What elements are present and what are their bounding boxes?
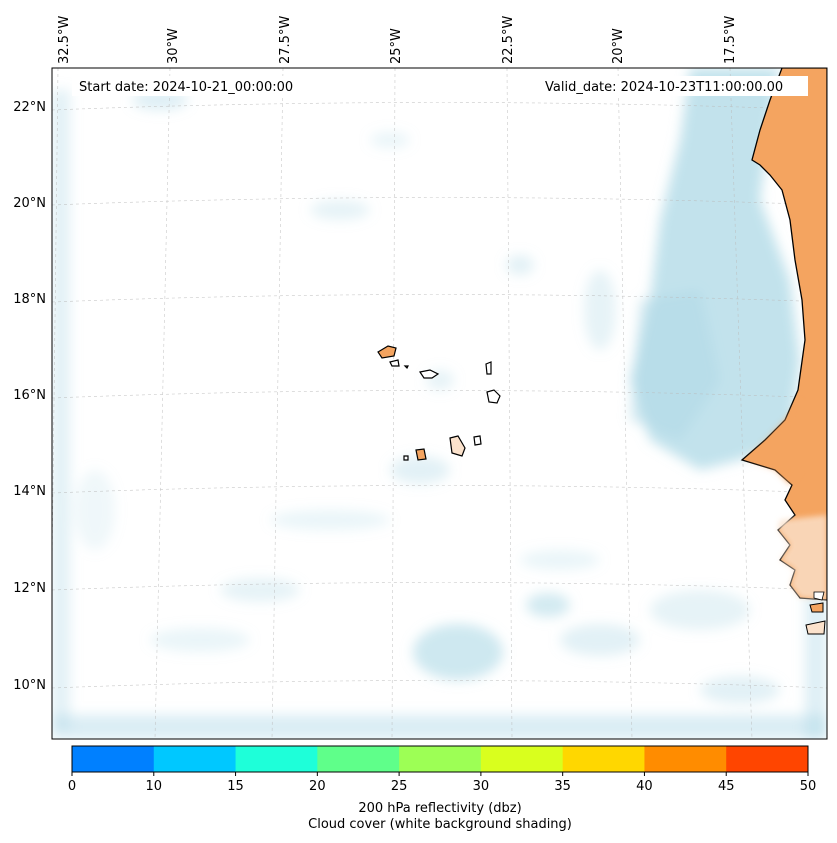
- colorbar-tick-label: 50: [800, 779, 817, 794]
- colorbar-tick-label: 30: [473, 779, 490, 794]
- colorbar-segment: [399, 746, 482, 772]
- colorbar-segment: [317, 746, 400, 772]
- colorbar-ticks: 0 10 15 20 25 30 35 40 45 50: [68, 772, 816, 794]
- lon-label: 17.5°W: [723, 16, 738, 64]
- map-frame: [51, 67, 828, 740]
- lon-label: 32.5°W: [57, 16, 72, 64]
- colorbar-tick-label: 35: [554, 779, 571, 794]
- valid-date-label: Valid_date: 2024-10-23T11:00:00.00: [545, 80, 783, 95]
- colorbar-tick-label: 10: [146, 779, 163, 794]
- lon-label: 20°W: [611, 28, 626, 64]
- longitude-labels: 32.5°W 30°W 27.5°W 25°W 22.5°W 20°W 17.5…: [57, 16, 738, 64]
- colorbar-subtitle: Cloud cover (white background shading): [308, 817, 572, 832]
- colorbar-tick-label: 0: [68, 779, 76, 794]
- africa-landmass: [740, 68, 827, 635]
- start-date-box: [72, 76, 312, 96]
- lat-label: 10°N: [13, 678, 46, 693]
- cape-verde-islands: [377, 345, 501, 461]
- valid-date-box: [540, 76, 808, 96]
- colorbar-title: 200 hPa reflectivity (dbz): [358, 801, 522, 816]
- map-gridlines: [52, 68, 827, 739]
- colorbar-tick-label: 15: [227, 779, 244, 794]
- colorbar-outline: [71, 745, 809, 773]
- colorbar-segments: [72, 746, 809, 772]
- colorbar-segment: [644, 746, 727, 772]
- colorbar-tick-label: 25: [391, 779, 408, 794]
- colorbar: 0 10 15 20 25 30 35 40 45 50: [68, 745, 816, 794]
- colorbar-tick-label: 20: [309, 779, 326, 794]
- lat-label: 18°N: [13, 292, 46, 307]
- lat-label: 12°N: [13, 581, 46, 596]
- lat-label: 20°N: [13, 196, 46, 211]
- colorbar-segment: [153, 746, 237, 772]
- lat-label: 22°N: [13, 100, 46, 115]
- start-date-label: Start date: 2024-10-21_00:00:00: [79, 80, 293, 95]
- latitude-labels: 22°N 20°N 18°N 16°N 14°N 12°N 10°N: [13, 100, 46, 693]
- lat-label: 14°N: [13, 484, 46, 499]
- colorbar-tick-label: 45: [718, 779, 735, 794]
- colorbar-tick-label: 40: [636, 779, 653, 794]
- colorbar-segment: [480, 746, 564, 772]
- colorbar-segment: [235, 746, 318, 772]
- colorbar-segment: [72, 746, 155, 772]
- colorbar-segment: [562, 746, 645, 772]
- lon-label: 22.5°W: [501, 16, 516, 64]
- lat-label: 16°N: [13, 388, 46, 403]
- lon-label: 27.5°W: [278, 16, 293, 64]
- colorbar-segment: [726, 746, 809, 772]
- lon-label: 25°W: [389, 28, 404, 64]
- lon-label: 30°W: [166, 28, 181, 64]
